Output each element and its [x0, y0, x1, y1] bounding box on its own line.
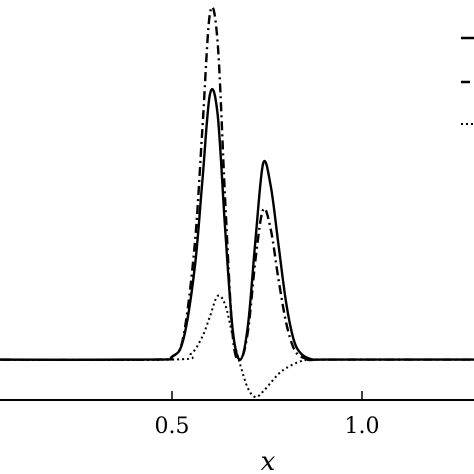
legend [461, 36, 474, 125]
x-axis-label: x [261, 447, 276, 474]
series-line-dotted [0, 294, 474, 399]
series-line-dashdot [0, 5, 474, 362]
x-tick-label: 0.5 [155, 414, 190, 439]
series-layer [0, 5, 474, 399]
x-tick-label: 1.0 [345, 414, 380, 439]
x-axis-ticks: 00.51.0 [155, 391, 380, 439]
series-line-solid [0, 88, 474, 362]
